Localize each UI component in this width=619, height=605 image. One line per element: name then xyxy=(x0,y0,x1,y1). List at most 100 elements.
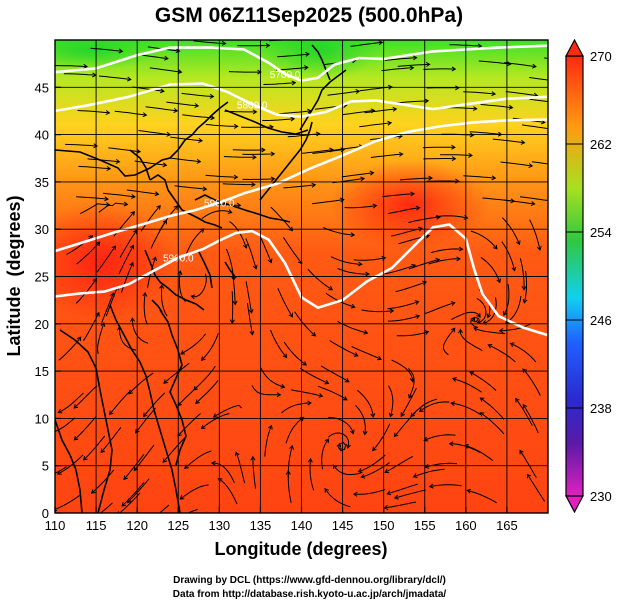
streamline xyxy=(442,327,456,356)
streamline xyxy=(519,257,525,290)
streamline xyxy=(260,367,285,388)
streamline xyxy=(459,329,483,352)
streamline-arrow xyxy=(384,468,390,474)
streamline xyxy=(361,309,394,313)
streamline-arrow xyxy=(37,475,41,479)
streamline-arrow xyxy=(285,470,291,475)
streamline xyxy=(135,407,156,434)
streamline xyxy=(384,501,416,509)
streamline-arrow xyxy=(73,404,79,409)
streamline-arrow xyxy=(130,317,136,322)
streamline xyxy=(55,417,76,433)
streamline-arrow xyxy=(154,191,160,197)
streamline xyxy=(103,192,135,198)
streamline-arrow xyxy=(233,123,239,129)
streamline-arrow xyxy=(528,163,534,169)
contour-line xyxy=(55,118,548,253)
streamline-arrow xyxy=(350,232,356,238)
streamline xyxy=(235,452,246,484)
streamline-arrow xyxy=(233,174,239,180)
colorbar-ticks: 230 238 246 254 262 270 xyxy=(566,49,612,504)
streamline-arrow xyxy=(142,291,148,297)
streamline xyxy=(195,380,219,404)
streamline-arrow xyxy=(415,205,421,211)
streamline xyxy=(98,75,131,80)
streamline xyxy=(388,207,420,215)
streamline xyxy=(452,378,482,393)
streamline xyxy=(387,315,420,322)
streamline-arrow xyxy=(48,431,52,435)
streamline-arrow xyxy=(479,397,485,402)
streamline-arrow xyxy=(249,330,255,336)
streamline xyxy=(488,344,516,363)
x-tick-label: 125 xyxy=(167,518,189,533)
streamline xyxy=(429,484,462,488)
streamline xyxy=(105,286,119,317)
streamline-arrow xyxy=(180,350,186,355)
streamline-arrow xyxy=(511,266,517,272)
streamline-arrow xyxy=(472,106,478,112)
streamline-arrow xyxy=(152,256,157,262)
streamline-arrow xyxy=(451,156,457,162)
streamline-arrow xyxy=(210,115,216,121)
streamline xyxy=(145,106,178,112)
streamline xyxy=(245,238,257,269)
streamline xyxy=(330,256,362,265)
y-tick-label: 15 xyxy=(35,364,49,379)
streamline-arrow xyxy=(423,436,429,442)
streamline xyxy=(463,175,496,179)
streamline-arrow xyxy=(299,416,305,422)
streamline xyxy=(76,196,109,200)
streamline xyxy=(223,156,256,158)
streamline-arrow xyxy=(455,178,460,184)
streamline xyxy=(419,401,450,412)
streamline-arrow xyxy=(108,410,114,416)
streamline-arrow xyxy=(530,201,536,207)
streamline xyxy=(413,468,445,478)
streamline-arrow xyxy=(126,498,132,504)
streamline xyxy=(228,71,261,73)
x-tick-label: 140 xyxy=(291,518,313,533)
streamline-arrow xyxy=(424,330,430,335)
streamline-arrow xyxy=(363,329,369,335)
streamline-arrow xyxy=(196,158,202,164)
streamline xyxy=(451,402,481,416)
streamline xyxy=(222,183,255,186)
streamline xyxy=(55,65,88,68)
streamline xyxy=(332,464,362,476)
streamline-arrow xyxy=(393,494,399,500)
streamline-arrow xyxy=(267,258,273,264)
streamline xyxy=(479,412,505,435)
streamline xyxy=(337,441,347,452)
streamline-arrow xyxy=(282,353,288,359)
streamline-arrow xyxy=(142,112,148,118)
streamline-arrow xyxy=(123,201,129,207)
streamline-arrow xyxy=(200,424,206,430)
streamline-arrow xyxy=(479,412,485,417)
streamline-arrow xyxy=(162,162,168,168)
x-axis-label: Longitude (degrees) xyxy=(214,539,387,559)
streamline-arrow xyxy=(311,182,317,188)
streamline-arrow xyxy=(339,197,345,203)
streamline xyxy=(118,492,141,513)
streamline xyxy=(529,77,548,81)
streamline xyxy=(364,108,397,114)
streamline-arrow xyxy=(136,148,142,154)
streamline-arrow xyxy=(496,278,501,284)
streamline xyxy=(201,413,230,429)
streamline xyxy=(283,184,316,189)
streamline xyxy=(499,323,531,332)
y-axis-label: Latitude (degrees) xyxy=(4,195,24,356)
streamline-arrow xyxy=(236,202,242,208)
streamline xyxy=(395,281,427,293)
cool-core-northwest xyxy=(55,40,160,70)
streamline-arrow xyxy=(307,457,313,463)
streamline-arrow xyxy=(142,412,148,418)
streamline xyxy=(350,41,383,47)
streamline-arrow xyxy=(536,245,542,251)
streamline-arrow xyxy=(131,194,136,199)
streamline-arrow xyxy=(126,76,132,82)
streamline-arrow xyxy=(234,451,240,457)
streamline xyxy=(321,438,329,470)
streamline xyxy=(264,425,272,457)
